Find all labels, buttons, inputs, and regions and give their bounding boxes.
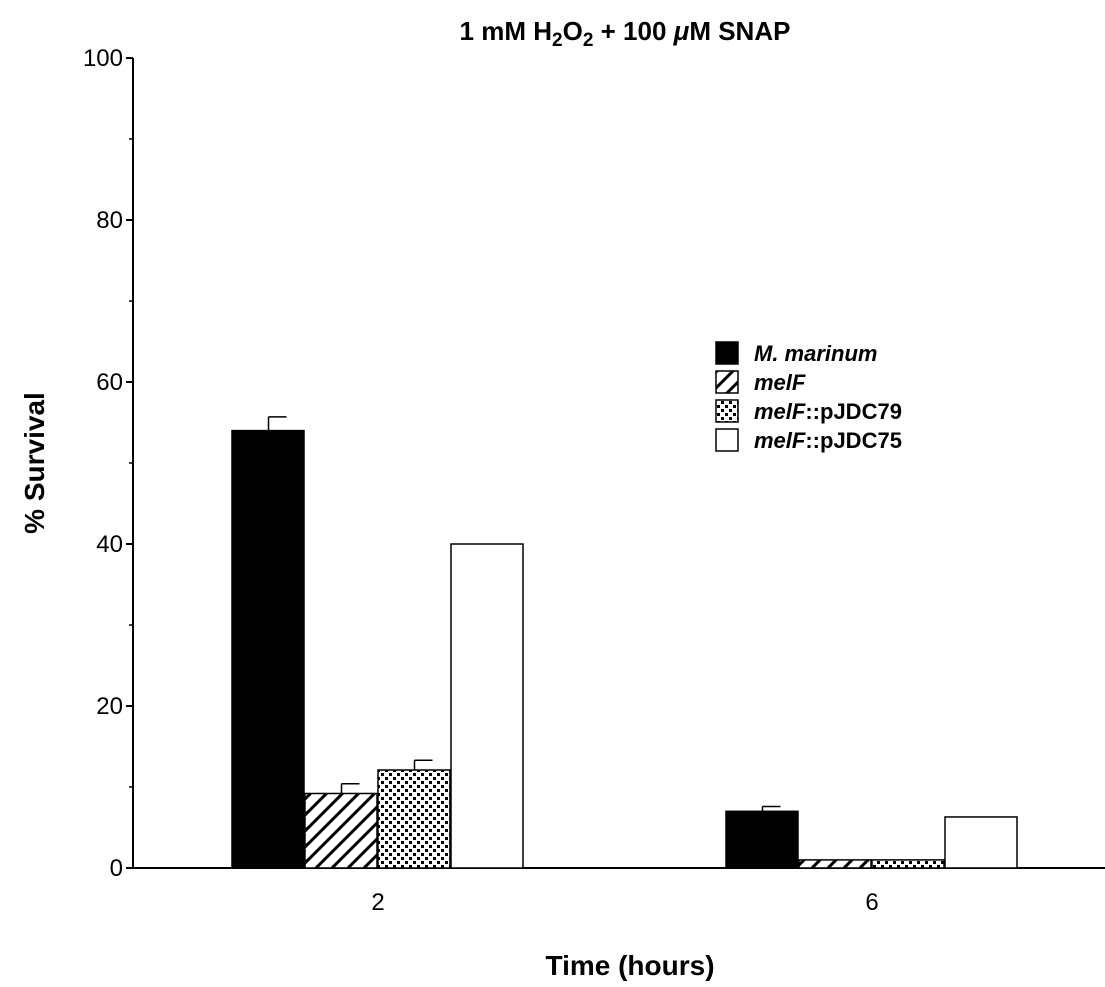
bar-diagonal-2 bbox=[304, 792, 378, 869]
legend-swatch bbox=[715, 341, 739, 365]
y-tick-label: 40 bbox=[96, 531, 123, 558]
legend-label: M. marinum bbox=[754, 341, 877, 366]
legend-label: melF::pJDC75 bbox=[754, 428, 902, 453]
x-axis-title: Time (hours) bbox=[545, 950, 714, 981]
legend-swatch bbox=[715, 399, 739, 423]
y-tick-label: 100 bbox=[83, 45, 123, 72]
chart-title: 1 mM H2O2 + 100 μM SNAP bbox=[460, 16, 791, 51]
y-tick-label: 20 bbox=[96, 693, 123, 720]
legend-label: melF::pJDC79 bbox=[754, 399, 902, 424]
bar-solid-6 bbox=[725, 810, 799, 869]
y-axis-title: % Survival bbox=[19, 392, 50, 534]
bar-dots-2 bbox=[377, 769, 451, 869]
bar-diagonal-6 bbox=[798, 859, 872, 869]
bar-solid-2 bbox=[231, 429, 305, 869]
legend-swatch bbox=[715, 370, 739, 394]
y-tick-label: 80 bbox=[96, 207, 123, 234]
y-tick-label: 0 bbox=[110, 855, 123, 882]
bar-dots-6 bbox=[871, 859, 945, 869]
x-tick-label: 6 bbox=[865, 889, 878, 916]
x-tick-label: 2 bbox=[371, 889, 384, 916]
legend-swatch bbox=[715, 428, 739, 452]
legend-label: melF bbox=[754, 370, 806, 395]
bar-empty-6 bbox=[944, 816, 1018, 869]
y-tick-label: 60 bbox=[96, 369, 123, 396]
bar-empty-2 bbox=[450, 543, 524, 869]
